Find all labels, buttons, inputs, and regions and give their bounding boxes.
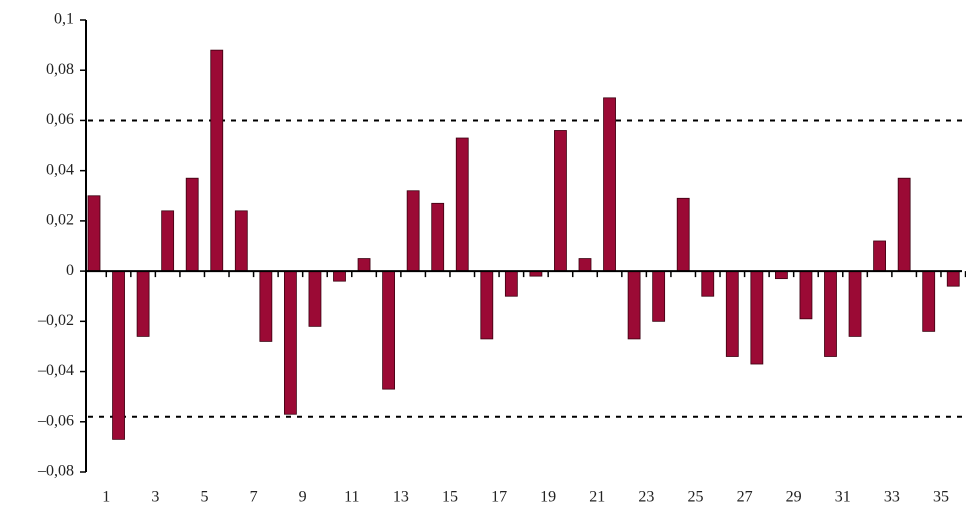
y-tick-label: –0,06	[37, 412, 74, 429]
bar	[873, 240, 886, 272]
bar	[382, 270, 396, 390]
bar	[406, 190, 420, 272]
bar	[112, 270, 125, 440]
x-tick-label: 17	[491, 489, 507, 506]
x-tick-label: 35	[933, 489, 949, 506]
bar	[431, 202, 445, 272]
x-tick-label: 9	[299, 489, 307, 506]
bar	[799, 270, 813, 320]
y-tick-label: 0,1	[54, 11, 74, 28]
bar	[283, 270, 297, 415]
bar	[554, 130, 567, 272]
bar	[922, 270, 936, 332]
bar	[161, 210, 175, 272]
y-tick-label: –0,02	[37, 312, 74, 329]
bar	[357, 258, 371, 272]
y-tick-label: 0,08	[46, 61, 74, 78]
x-tick-label: 15	[442, 489, 458, 506]
bar	[701, 270, 715, 297]
x-tick-label: 5	[200, 489, 208, 506]
bar	[504, 270, 518, 297]
y-tick-label: 0,02	[46, 212, 74, 229]
x-tick-label: 13	[393, 489, 409, 506]
bar	[578, 258, 592, 272]
bar	[848, 270, 862, 337]
bar	[455, 137, 469, 272]
x-tick-label: 33	[884, 489, 900, 506]
x-tick-label: 29	[786, 489, 802, 506]
y-tick-label: 0	[66, 262, 74, 279]
bar	[725, 270, 739, 357]
x-tick-label: 23	[638, 489, 654, 506]
y-tick-label: –0,08	[37, 463, 74, 480]
bar	[946, 270, 960, 287]
x-tick-label: 1	[102, 489, 110, 506]
bar	[897, 177, 911, 272]
bar	[87, 195, 101, 272]
x-tick-label: 3	[151, 489, 159, 506]
bar	[775, 270, 788, 280]
bar	[603, 97, 616, 272]
bar	[185, 177, 199, 272]
x-tick-label: 25	[687, 489, 703, 506]
bar	[333, 270, 346, 282]
bar	[136, 270, 150, 337]
y-tick-label: 0,04	[46, 161, 74, 178]
bar	[234, 210, 248, 272]
bar	[652, 270, 666, 322]
x-tick-label: 31	[835, 489, 851, 506]
x-tick-label: 19	[540, 489, 556, 506]
bar	[750, 270, 764, 365]
x-tick-label: 11	[344, 489, 359, 506]
bar	[210, 49, 224, 272]
bar	[824, 270, 837, 357]
bar	[308, 270, 322, 327]
x-tick-label: 7	[250, 489, 258, 506]
bar	[480, 270, 494, 340]
x-tick-label: 27	[737, 489, 753, 506]
bar	[259, 270, 273, 342]
x-tick-label: 21	[589, 489, 605, 506]
bar	[676, 197, 690, 272]
y-tick-label: 0,06	[46, 111, 74, 128]
y-tick-label: –0,04	[37, 362, 74, 379]
bar	[627, 270, 641, 340]
